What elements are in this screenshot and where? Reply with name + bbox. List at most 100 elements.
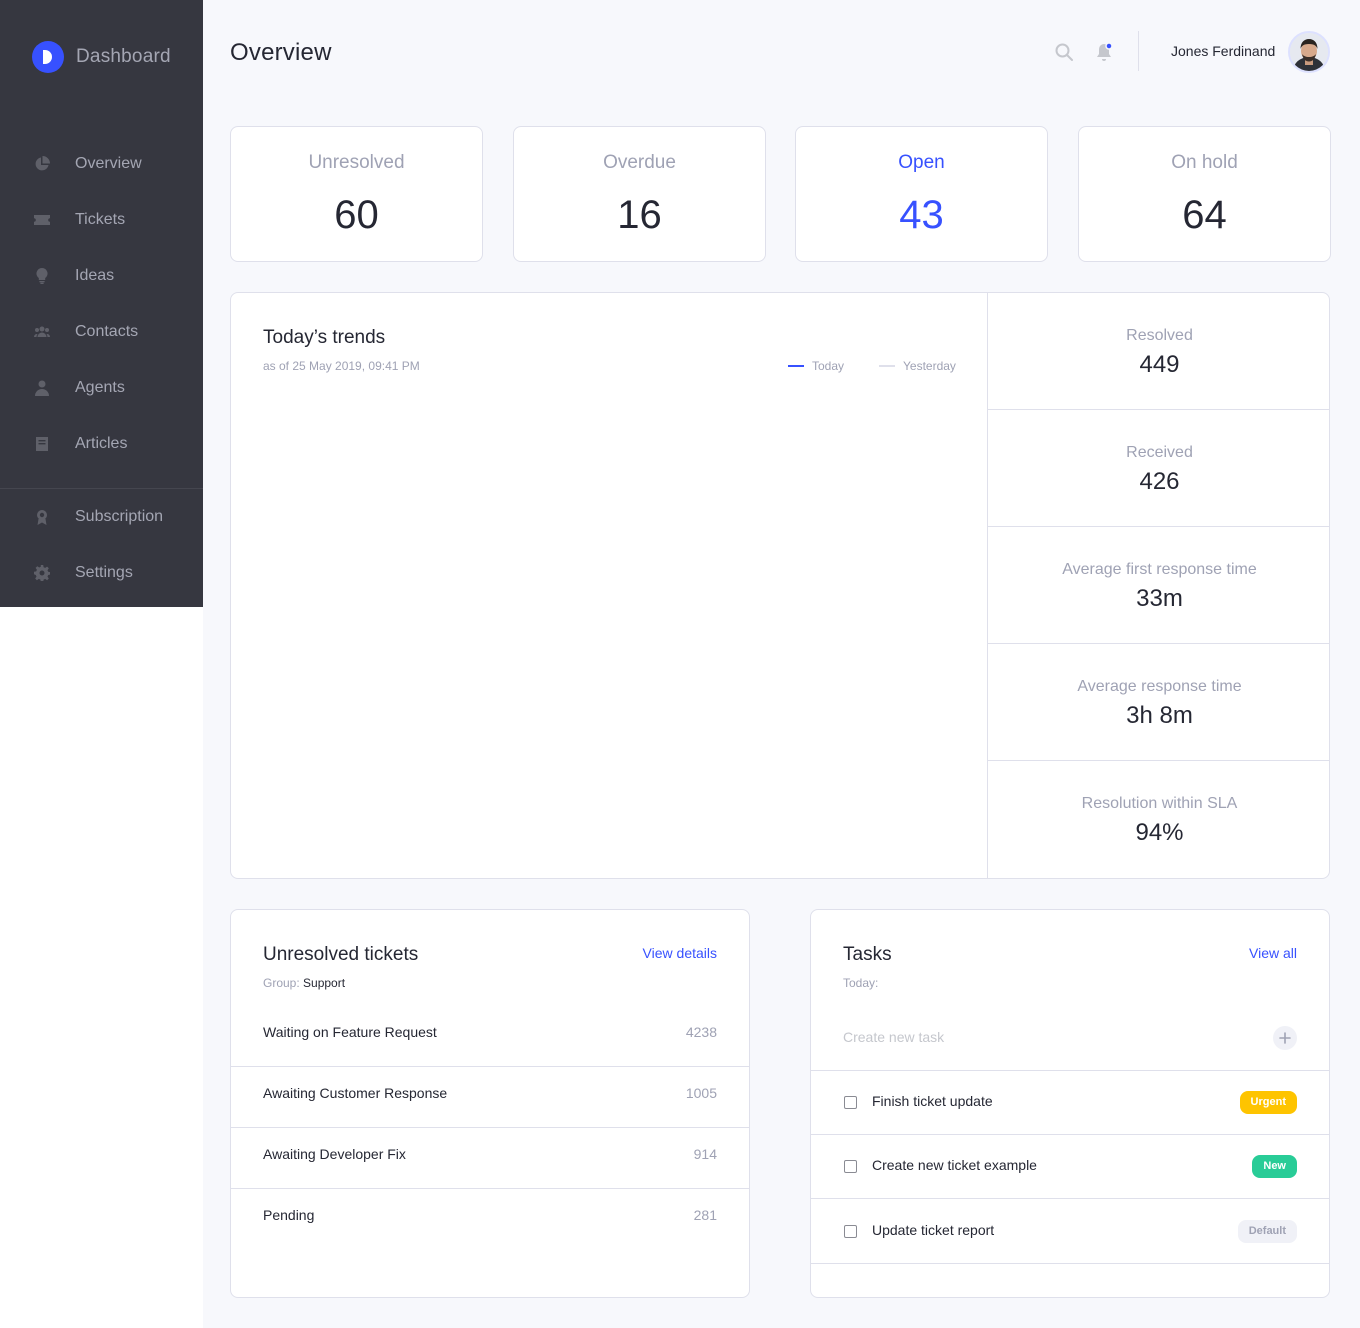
sidebar-item-label: Subscription (75, 508, 164, 525)
status-badge[interactable]: Default (1237, 1220, 1297, 1243)
stat-card-overdue[interactable]: Overdue 16 (513, 126, 766, 262)
legend-label: Yesterday (903, 359, 956, 373)
sidebar-item-agents[interactable]: Agents (0, 360, 203, 416)
gear-icon (34, 565, 50, 581)
panel-title: Unresolved tickets (263, 944, 419, 965)
sidebar-item-contacts[interactable]: Contacts (0, 304, 203, 360)
legend-swatch (879, 365, 895, 367)
side-stat-label: Resolution within SLA (1081, 795, 1238, 812)
legend-swatch (788, 365, 804, 367)
task-checkbox[interactable] (844, 1160, 857, 1173)
list-item[interactable]: Awaiting Customer Response 1005 (231, 1067, 749, 1128)
lightbulb-icon (34, 268, 50, 284)
side-stat-label: Resolved (1126, 327, 1193, 344)
stat-label: Unresolved (308, 152, 405, 173)
new-task-row (811, 1010, 1329, 1071)
side-stat-value: 33m (1136, 585, 1183, 612)
side-stat-received: Received 426 (988, 410, 1329, 527)
avatar[interactable] (1288, 31, 1330, 73)
ticket-count: 1005 (685, 1085, 717, 1101)
side-stat-value: 94% (1135, 819, 1184, 846)
sidebar-item-label: Overview (75, 155, 142, 172)
side-stat-resolved: Resolved 449 (988, 293, 1329, 410)
sidebar-item-subscription[interactable]: Subscription (0, 489, 203, 545)
task-item: Finish ticket update Urgent (811, 1071, 1329, 1135)
unresolved-tickets-panel: Unresolved tickets View details Group: S… (230, 909, 750, 1298)
ticket-icon (34, 212, 50, 228)
stat-value: 16 (617, 193, 662, 237)
sidebar-item-label: Articles (75, 435, 128, 452)
list-item[interactable]: Pending 281 (231, 1189, 749, 1250)
side-stat-value: 3h 8m (1126, 702, 1193, 729)
task-checkbox[interactable] (844, 1225, 857, 1238)
sidebar-item-label: Ideas (75, 267, 115, 284)
side-stat-value: 449 (1139, 351, 1180, 378)
stat-value: 60 (334, 193, 379, 237)
task-label: Create new ticket example (872, 1157, 1037, 1173)
view-details-link[interactable]: View details (642, 945, 717, 961)
stat-card-on-hold[interactable]: On hold 64 (1078, 126, 1331, 262)
status-badge[interactable]: New (1252, 1155, 1297, 1178)
award-icon (34, 509, 50, 525)
sidebar-item-overview[interactable]: Overview (0, 136, 203, 192)
sidebar-item-settings[interactable]: Settings (0, 545, 203, 601)
ticket-count: 4238 (685, 1024, 717, 1040)
search-icon[interactable] (1055, 43, 1073, 61)
sidebar-item-tickets[interactable]: Tickets (0, 192, 203, 248)
main-content: Overview Jones Ferdinand Unresolved 60 O… (203, 0, 1360, 1328)
ticket-label: Pending (263, 1207, 315, 1223)
task-label: Finish ticket update (872, 1093, 993, 1109)
side-stat-avg-response: Average response time 3h 8m (988, 644, 1329, 761)
ticket-label: Awaiting Developer Fix (263, 1146, 406, 1162)
trends-panel: Today’s trends as of 25 May 2019, 09:41 … (230, 292, 1330, 879)
stat-label: On hold (1171, 152, 1238, 173)
view-all-link[interactable]: View all (1249, 945, 1297, 961)
sidebar-item-articles[interactable]: Articles (0, 416, 203, 472)
sidebar-item-label: Tickets (75, 211, 126, 228)
group-info: Group: Support (263, 976, 345, 990)
agent-icon (34, 380, 50, 396)
brand-logo (32, 41, 64, 73)
list-item[interactable]: Awaiting Developer Fix 914 (231, 1128, 749, 1189)
brand-title: Dashboard (76, 46, 171, 67)
stat-value: 43 (899, 193, 944, 237)
new-task-input[interactable] (843, 1026, 1243, 1048)
stat-label: Open (898, 152, 945, 173)
stat-card-unresolved[interactable]: Unresolved 60 (230, 126, 483, 262)
ticket-label: Waiting on Feature Request (263, 1024, 437, 1040)
bell-icon[interactable] (1095, 42, 1113, 62)
task-item: Create new ticket example New (811, 1135, 1329, 1199)
trends-title: Today’s trends (263, 327, 386, 348)
sidebar-item-ideas[interactable]: Ideas (0, 248, 203, 304)
tasks-subtitle: Today: (843, 976, 879, 990)
user-name[interactable]: Jones Ferdinand (1171, 43, 1276, 59)
side-stat-first-response: Average first response time 33m (988, 527, 1329, 644)
ticket-count: 281 (693, 1207, 717, 1223)
stat-value: 64 (1182, 193, 1227, 237)
page-title: Overview (230, 39, 332, 66)
side-stat-label: Received (1126, 444, 1193, 461)
stat-label: Overdue (603, 152, 676, 173)
panel-title: Tasks (843, 944, 892, 965)
add-task-button[interactable] (1273, 1026, 1297, 1050)
ticket-label: Awaiting Customer Response (263, 1085, 448, 1101)
sidebar-item-label: Agents (75, 379, 125, 396)
task-checkbox[interactable] (844, 1096, 857, 1109)
group-label: Group: (263, 976, 300, 990)
book-icon (34, 436, 50, 452)
side-stat-label: Average first response time (1062, 561, 1257, 578)
task-label: Update ticket report (872, 1222, 995, 1238)
status-badge[interactable]: Urgent (1239, 1091, 1297, 1114)
side-stat-sla: Resolution within SLA 94% (988, 761, 1329, 878)
legend-label: Today (812, 359, 845, 373)
side-stat-label: Average response time (1077, 678, 1242, 695)
stat-card-open[interactable]: Open 43 (795, 126, 1048, 262)
sidebar: Dashboard Overview Tickets Ideas Contact… (0, 0, 203, 607)
plus-icon (1279, 1032, 1291, 1044)
sidebar-item-label: Contacts (75, 323, 139, 340)
contacts-icon (34, 324, 50, 340)
brand[interactable]: Dashboard (32, 41, 171, 73)
ticket-count: 914 (693, 1146, 717, 1162)
trends-stats-column: Resolved 449 Received 426 Average first … (987, 293, 1329, 878)
list-item[interactable]: Waiting on Feature Request 4238 (231, 1006, 749, 1067)
